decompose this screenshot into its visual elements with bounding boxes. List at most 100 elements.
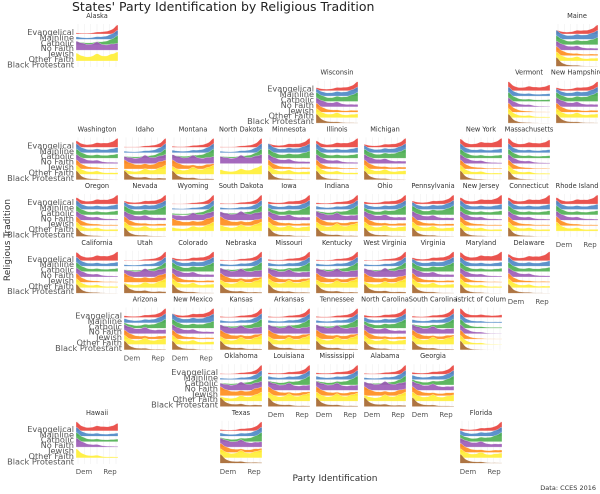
ridge-other-faith	[411, 278, 455, 288]
panel-new-york: New York	[459, 125, 503, 181]
panel-minnesota: Minnesota	[267, 125, 311, 181]
ridge-catholic	[459, 205, 503, 216]
ridge-catholic	[507, 262, 551, 272]
panel-missouri: Missouri	[267, 239, 311, 294]
ridge-evangelical	[459, 251, 503, 261]
ridge-other-faith	[171, 221, 215, 232]
ridge-black-protestant	[315, 340, 359, 351]
ridge-evangelical	[411, 194, 455, 205]
x-tick-label: Rep	[295, 411, 309, 419]
panel-utah: Utah	[123, 239, 167, 294]
ridge-jewish	[459, 216, 503, 226]
ridge-no-faith	[363, 267, 407, 278]
y-tick-label: Evangelical	[27, 424, 74, 434]
panel-iowa: Iowa	[267, 182, 311, 238]
ridge-no-faith	[75, 211, 119, 221]
ridge-mainline	[459, 313, 503, 324]
ridge-jewish	[171, 159, 215, 170]
ridge-black-protestant	[459, 454, 503, 464]
state-title: Texas	[231, 409, 251, 417]
ridge-evangelical	[459, 308, 503, 318]
ridge-jewish	[267, 216, 311, 226]
ridge-catholic	[411, 319, 455, 329]
x-tick-label: Rep	[343, 411, 357, 419]
ridge-mainline	[315, 200, 359, 210]
state-title: Vermont	[515, 69, 543, 77]
panel-rhode-island: Rhode Island Dem Rep	[556, 182, 599, 249]
ridge-other-faith	[75, 51, 119, 62]
ridge-catholic	[75, 262, 119, 272]
ridge-catholic	[459, 432, 503, 442]
ridge-evangelical	[267, 138, 311, 148]
caption: Data: CCES 2016	[540, 484, 596, 492]
ridge-mainline	[507, 200, 551, 210]
y-tick-label: Evangelical	[75, 311, 122, 321]
ridge-evangelical	[459, 138, 503, 148]
ridge-black-protestant	[507, 113, 551, 124]
ridge-jewish	[315, 159, 359, 170]
x-axis-title: Party Identification	[293, 474, 378, 484]
ridge-jewish	[219, 329, 263, 340]
ridge-other-faith	[411, 335, 455, 345]
y-tick-label: Mainline	[280, 89, 314, 99]
ridge-jewish	[267, 329, 311, 340]
ridge-black-protestant	[411, 284, 455, 294]
ridge-evangelical	[219, 194, 263, 205]
y-tick-label: Evangelical	[27, 197, 74, 207]
x-tick-label: Rep	[535, 298, 549, 306]
ridge-no-faith	[315, 211, 359, 221]
panel-north-dakota: North Dakota	[219, 125, 263, 181]
panel-ohio: Ohio	[363, 182, 407, 238]
ridge-no-faith	[411, 267, 455, 278]
state-title: Michigan	[370, 125, 400, 133]
panel-washington: Washington EvangelicalMainlineCatholicNo …	[7, 125, 119, 183]
ridge-black-protestant	[123, 170, 167, 180]
y-tick-label: No Faith	[41, 440, 74, 450]
x-tick-label: Rep	[487, 468, 501, 476]
x-tick-label: Dem	[364, 411, 381, 419]
ridge-jewish	[75, 216, 119, 226]
ridge-catholic	[507, 92, 551, 102]
state-title: Rhode Island	[556, 182, 599, 190]
ridge-catholic	[267, 205, 311, 216]
y-tick-label: Jewish	[47, 49, 74, 59]
ridge-no-faith	[315, 154, 359, 164]
panel-district-of-columbia: istrict of Colum	[456, 296, 506, 351]
ridge-black-protestant	[123, 284, 167, 294]
y-tick-label: Catholic	[41, 435, 74, 445]
ridge-jewish	[315, 273, 359, 283]
ridge-other-faith	[75, 221, 119, 232]
ridge-evangelical	[267, 194, 311, 205]
ridge-no-faith	[123, 154, 167, 164]
ridge-evangelical	[363, 308, 407, 318]
y-tick-label: Mainline	[40, 429, 74, 439]
ridge-catholic	[459, 149, 503, 159]
ridge-other-faith	[219, 165, 263, 175]
ridge-catholic	[411, 375, 455, 386]
ridge-mainline	[507, 86, 551, 97]
y-tick-label: Catholic	[41, 208, 74, 218]
ridge-black-protestant	[315, 284, 359, 294]
ridge-mainline	[219, 313, 263, 324]
ridge-catholic	[171, 149, 215, 159]
ridge-catholic	[315, 262, 359, 272]
y-tick-label: Jewish	[47, 162, 74, 172]
y-tick-label: Mainline	[40, 32, 74, 42]
panel-kentucky: Kentucky	[315, 239, 359, 294]
ridge-other-faith	[315, 278, 359, 288]
ridge-catholic	[315, 205, 359, 216]
state-title: Illinois	[327, 125, 348, 133]
y-tick-label: No Faith	[281, 100, 314, 110]
panel-west-virginia: West Virginia	[363, 239, 407, 294]
state-title: Hawaii	[86, 409, 108, 417]
ridge-mainline	[75, 200, 119, 210]
ridge-jewish	[171, 273, 215, 283]
panel-delaware: Delaware Dem Rep	[507, 239, 551, 306]
ridge-evangelical	[123, 194, 167, 205]
x-tick-label: Dem	[508, 298, 525, 306]
ridge-black-protestant	[267, 170, 311, 180]
ridge-jewish	[315, 386, 359, 396]
ridge-other-faith	[315, 392, 359, 402]
